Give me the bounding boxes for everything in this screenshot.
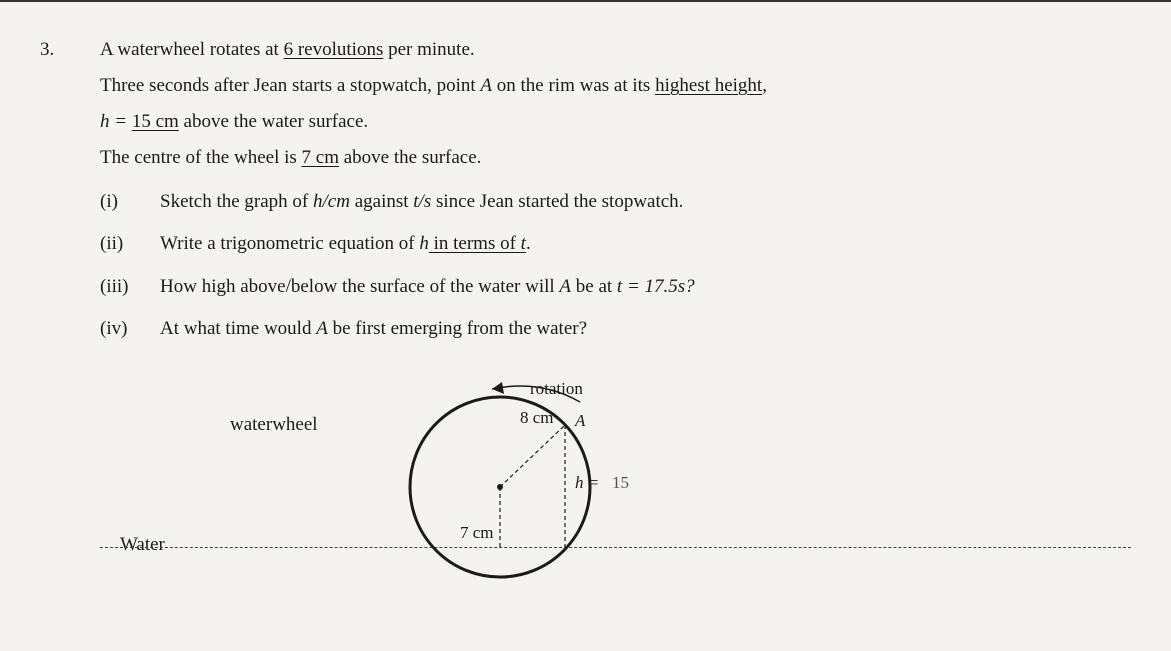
text: At what time would	[160, 318, 316, 339]
text: since Jean started the stopwatch.	[431, 191, 683, 212]
point-a-label: A	[575, 405, 585, 437]
part-i: (i) Sketch the graph of h/cm against t/s…	[100, 184, 1131, 220]
underlined-text: 6 revolutions	[284, 39, 384, 60]
italic-var: A	[559, 276, 571, 297]
radius-line	[500, 425, 565, 487]
problem-number: 3.	[40, 32, 70, 587]
text: on the rim was at its	[492, 75, 655, 96]
text: .	[526, 233, 531, 254]
intro-line-3: h = 15 cm above the water surface.	[100, 104, 1131, 140]
italic-var: h	[419, 233, 429, 254]
h-label: h =	[575, 467, 599, 499]
italic-var: h/cm	[313, 191, 350, 212]
text: against	[350, 191, 413, 212]
text: How high above/below the surface of the …	[160, 276, 559, 297]
part-text: Write a trigonometric equation of h in t…	[160, 226, 531, 262]
diagram: waterwheel Water rotation 8 cm A	[100, 367, 1131, 587]
text: be first emerging from the water?	[328, 318, 587, 339]
underlined-text: 15 cm	[132, 111, 179, 132]
italic-var: A	[480, 75, 492, 96]
rotation-label: rotation	[530, 373, 583, 405]
italic-var: A	[316, 318, 328, 339]
intro-line-4: The centre of the wheel is 7 cm above th…	[100, 140, 1131, 176]
radius-label: 8 cm	[520, 402, 554, 434]
text: A waterwheel rotates at	[100, 39, 284, 60]
part-label: (i)	[100, 184, 140, 220]
part-label: (iv)	[100, 311, 140, 347]
italic-var: t/s	[413, 191, 431, 212]
text: above the surface.	[339, 147, 481, 168]
part-iii: (iii) How high above/below the surface o…	[100, 269, 1131, 305]
center-height-label: 7 cm	[460, 517, 494, 549]
part-ii: (ii) Write a trigonometric equation of h…	[100, 226, 1131, 262]
text: The centre of the wheel is	[100, 147, 302, 168]
arrow-head-icon	[492, 382, 504, 394]
text: be at	[571, 276, 617, 297]
part-label: (iii)	[100, 269, 140, 305]
part-text: How high above/below the surface of the …	[160, 269, 695, 305]
underlined-text: 7 cm	[302, 147, 339, 168]
problem-content: A waterwheel rotates at 6 revolutions pe…	[100, 32, 1131, 587]
italic-var: t = 17.5s?	[617, 276, 695, 297]
part-iv: (iv) At what time would A be first emerg…	[100, 311, 1131, 347]
intro-line-1: A waterwheel rotates at 6 revolutions pe…	[100, 32, 1131, 68]
text: Sketch the graph of	[160, 191, 313, 212]
text: ,	[762, 75, 767, 96]
text: Write a trigonometric equation of	[160, 233, 419, 254]
underlined-text: in terms of	[429, 233, 521, 254]
text: per minute.	[383, 39, 474, 60]
part-text: At what time would A be first emerging f…	[160, 311, 587, 347]
text: above the water surface.	[179, 111, 368, 132]
underlined-text: highest height	[655, 75, 762, 96]
part-label: (ii)	[100, 226, 140, 262]
part-text: Sketch the graph of h/cm against t/s sin…	[160, 184, 683, 220]
handwritten-15: 15	[612, 467, 629, 499]
text: Three seconds after Jean starts a stopwa…	[100, 75, 480, 96]
water-label: Water	[120, 527, 165, 563]
problem-container: 3. A waterwheel rotates at 6 revolutions…	[40, 32, 1131, 587]
italic-var: h =	[100, 111, 132, 132]
waterwheel-label: waterwheel	[230, 407, 318, 443]
parts-list: (i) Sketch the graph of h/cm against t/s…	[100, 184, 1131, 346]
intro-line-2: Three seconds after Jean starts a stopwa…	[100, 68, 1131, 104]
